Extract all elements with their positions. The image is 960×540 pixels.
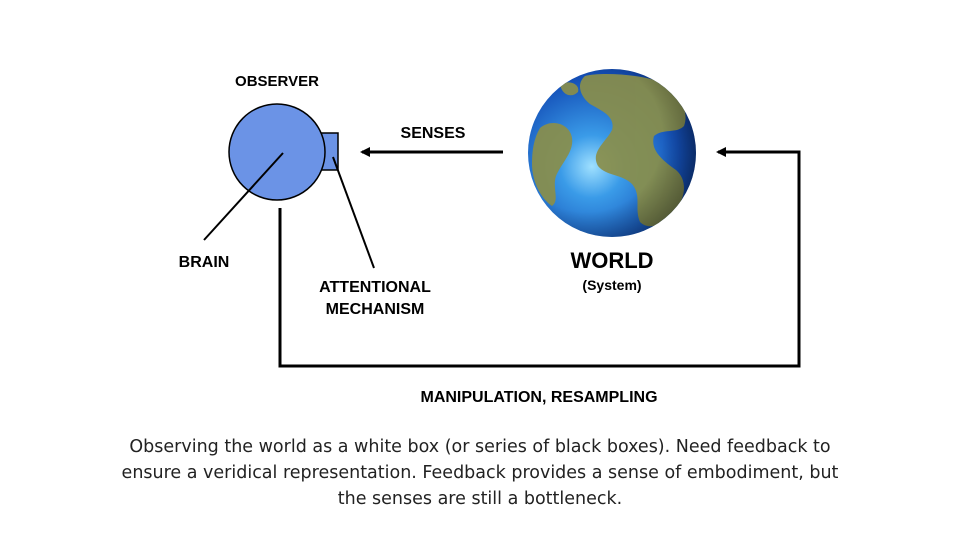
brain-label: BRAIN	[179, 254, 230, 271]
senses-label: SENSES	[401, 125, 466, 142]
feedback-label: MANIPULATION, RESAMPLING	[420, 389, 657, 406]
attention-pointer	[332, 156, 375, 269]
world-sublabel: (System)	[582, 277, 641, 293]
observer-label: OBSERVER	[235, 73, 319, 90]
caption-text: Observing the world as a white box (or s…	[121, 437, 839, 509]
globe-icon	[528, 69, 696, 237]
brain-pointer	[203, 152, 284, 241]
world-label: WORLD	[570, 248, 653, 273]
brain-circle	[228, 103, 326, 201]
feedback-loop-arrow	[278, 147, 801, 368]
attention-label-line2: MECHANISM	[326, 301, 425, 318]
attention-label-line1: ATTENTIONAL	[319, 279, 431, 296]
